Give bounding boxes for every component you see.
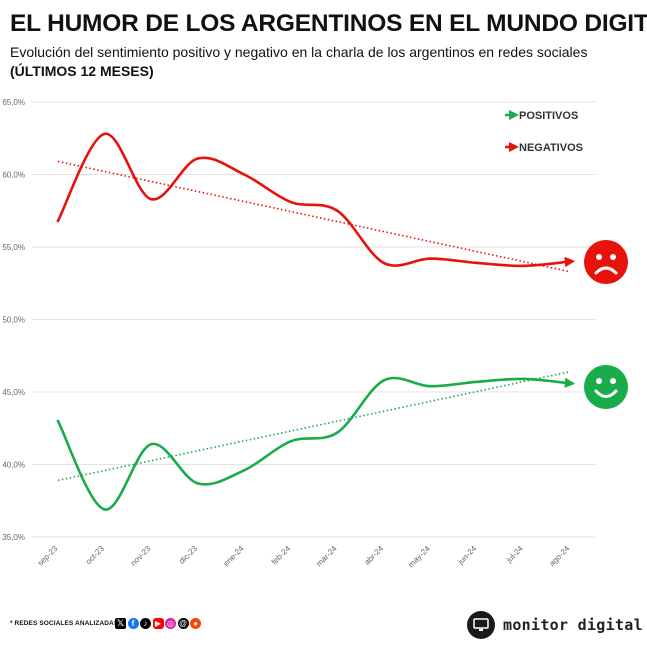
brand-name: monitor digital <box>503 616 643 634</box>
data-point <box>242 173 246 176</box>
y-axis-ticks: 35,0% 40,0% 45,0% 50,0% 55,0% 60,0% 65,0% <box>2 98 25 542</box>
brand: monitor digital <box>467 611 643 639</box>
threads-icon: @ <box>177 618 189 629</box>
data-point <box>289 440 293 443</box>
chart-period: (ÚLTIMOS 12 MESES) <box>10 63 154 79</box>
networks-label: * REDES SOCIALES ANALIZADAS <box>10 620 119 627</box>
facebook-icon: f <box>127 618 139 629</box>
data-point <box>56 219 60 223</box>
x-tick-label: ago-24 <box>547 544 571 568</box>
series-line-positivos <box>56 376 576 511</box>
data-point <box>196 157 199 160</box>
instagram-icon: ◎ <box>165 618 176 629</box>
data-point <box>335 209 339 213</box>
happy-face-icon <box>584 365 628 409</box>
grid-lines <box>32 101 595 538</box>
legend-label: NEGATIVOS <box>519 142 583 154</box>
y-tick-label: 65,0% <box>2 98 25 107</box>
tiktok-icon: ♪ <box>140 618 151 629</box>
x-tick-label: nov-23 <box>129 544 153 568</box>
line-chart: 35,0% 40,0% 45,0% 50,0% 55,0% 60,0% 65,0% sep-… <box>2 98 628 570</box>
y-tick-label: 55,0% <box>2 243 25 252</box>
x-icon: 𝕏 <box>115 618 126 629</box>
social-network-icons: 𝕏 f ♪ ▶ ◎ @ ● <box>115 618 201 629</box>
chart-title: EL HUMOR DE LOS ARGENTINOS EN EL MUNDO D… <box>10 10 647 37</box>
data-point <box>103 132 106 136</box>
data-point <box>335 431 339 434</box>
data-point <box>568 382 572 385</box>
sad-face-icon <box>584 240 628 284</box>
trendline-negativos <box>57 160 571 273</box>
x-tick-label: sep-23 <box>36 544 60 568</box>
series-line-negativos <box>56 132 576 268</box>
y-tick-label: 45,0% <box>2 388 25 397</box>
data-point <box>429 384 432 388</box>
x-tick-label: may-24 <box>407 544 433 570</box>
chart-subtitle: Evolución del sentimiento positivo y neg… <box>10 44 588 60</box>
x-tick-label: abr-24 <box>363 544 386 567</box>
youtube-icon: ▶ <box>152 618 164 629</box>
y-tick-label: 60,0% <box>2 171 25 180</box>
reddit-icon: ● <box>190 618 201 629</box>
data-point <box>289 200 293 204</box>
y-tick-label: 50,0% <box>2 316 25 325</box>
y-tick-label: 40,0% <box>2 461 25 470</box>
data-point <box>149 197 153 201</box>
monitor-logo-icon <box>467 611 495 639</box>
data-point <box>568 260 572 263</box>
legend-label: POSITIVOS <box>519 110 578 122</box>
data-point <box>522 264 525 268</box>
x-tick-label: ene-24 <box>222 544 246 568</box>
data-point <box>382 379 386 382</box>
data-point <box>475 380 479 384</box>
trendlines <box>57 160 571 482</box>
data-point <box>382 261 386 265</box>
data-point <box>429 257 432 260</box>
y-tick-label: 35,0% <box>2 533 25 542</box>
data-point <box>149 442 153 446</box>
data-point <box>103 508 106 511</box>
x-tick-label: jun-24 <box>456 544 479 567</box>
data-point <box>475 261 479 265</box>
trendline-positivos <box>57 370 571 482</box>
x-tick-label: oct-23 <box>84 544 106 566</box>
x-tick-label: mar-24 <box>314 544 339 569</box>
x-tick-label: jul-24 <box>504 544 525 565</box>
data-point <box>56 419 60 423</box>
data-point <box>196 482 199 485</box>
data-point <box>522 377 525 381</box>
data-point <box>242 469 246 472</box>
x-tick-label: dic-23 <box>177 544 199 566</box>
x-tick-label: feb-24 <box>270 544 293 567</box>
legend: POSITIVOS NEGATIVOS <box>505 110 583 154</box>
x-axis-ticks: sep-23 oct-23 nov-23 dic-23 ene-24 feb-24 mar-… <box>36 544 572 570</box>
series-lines <box>56 132 576 511</box>
